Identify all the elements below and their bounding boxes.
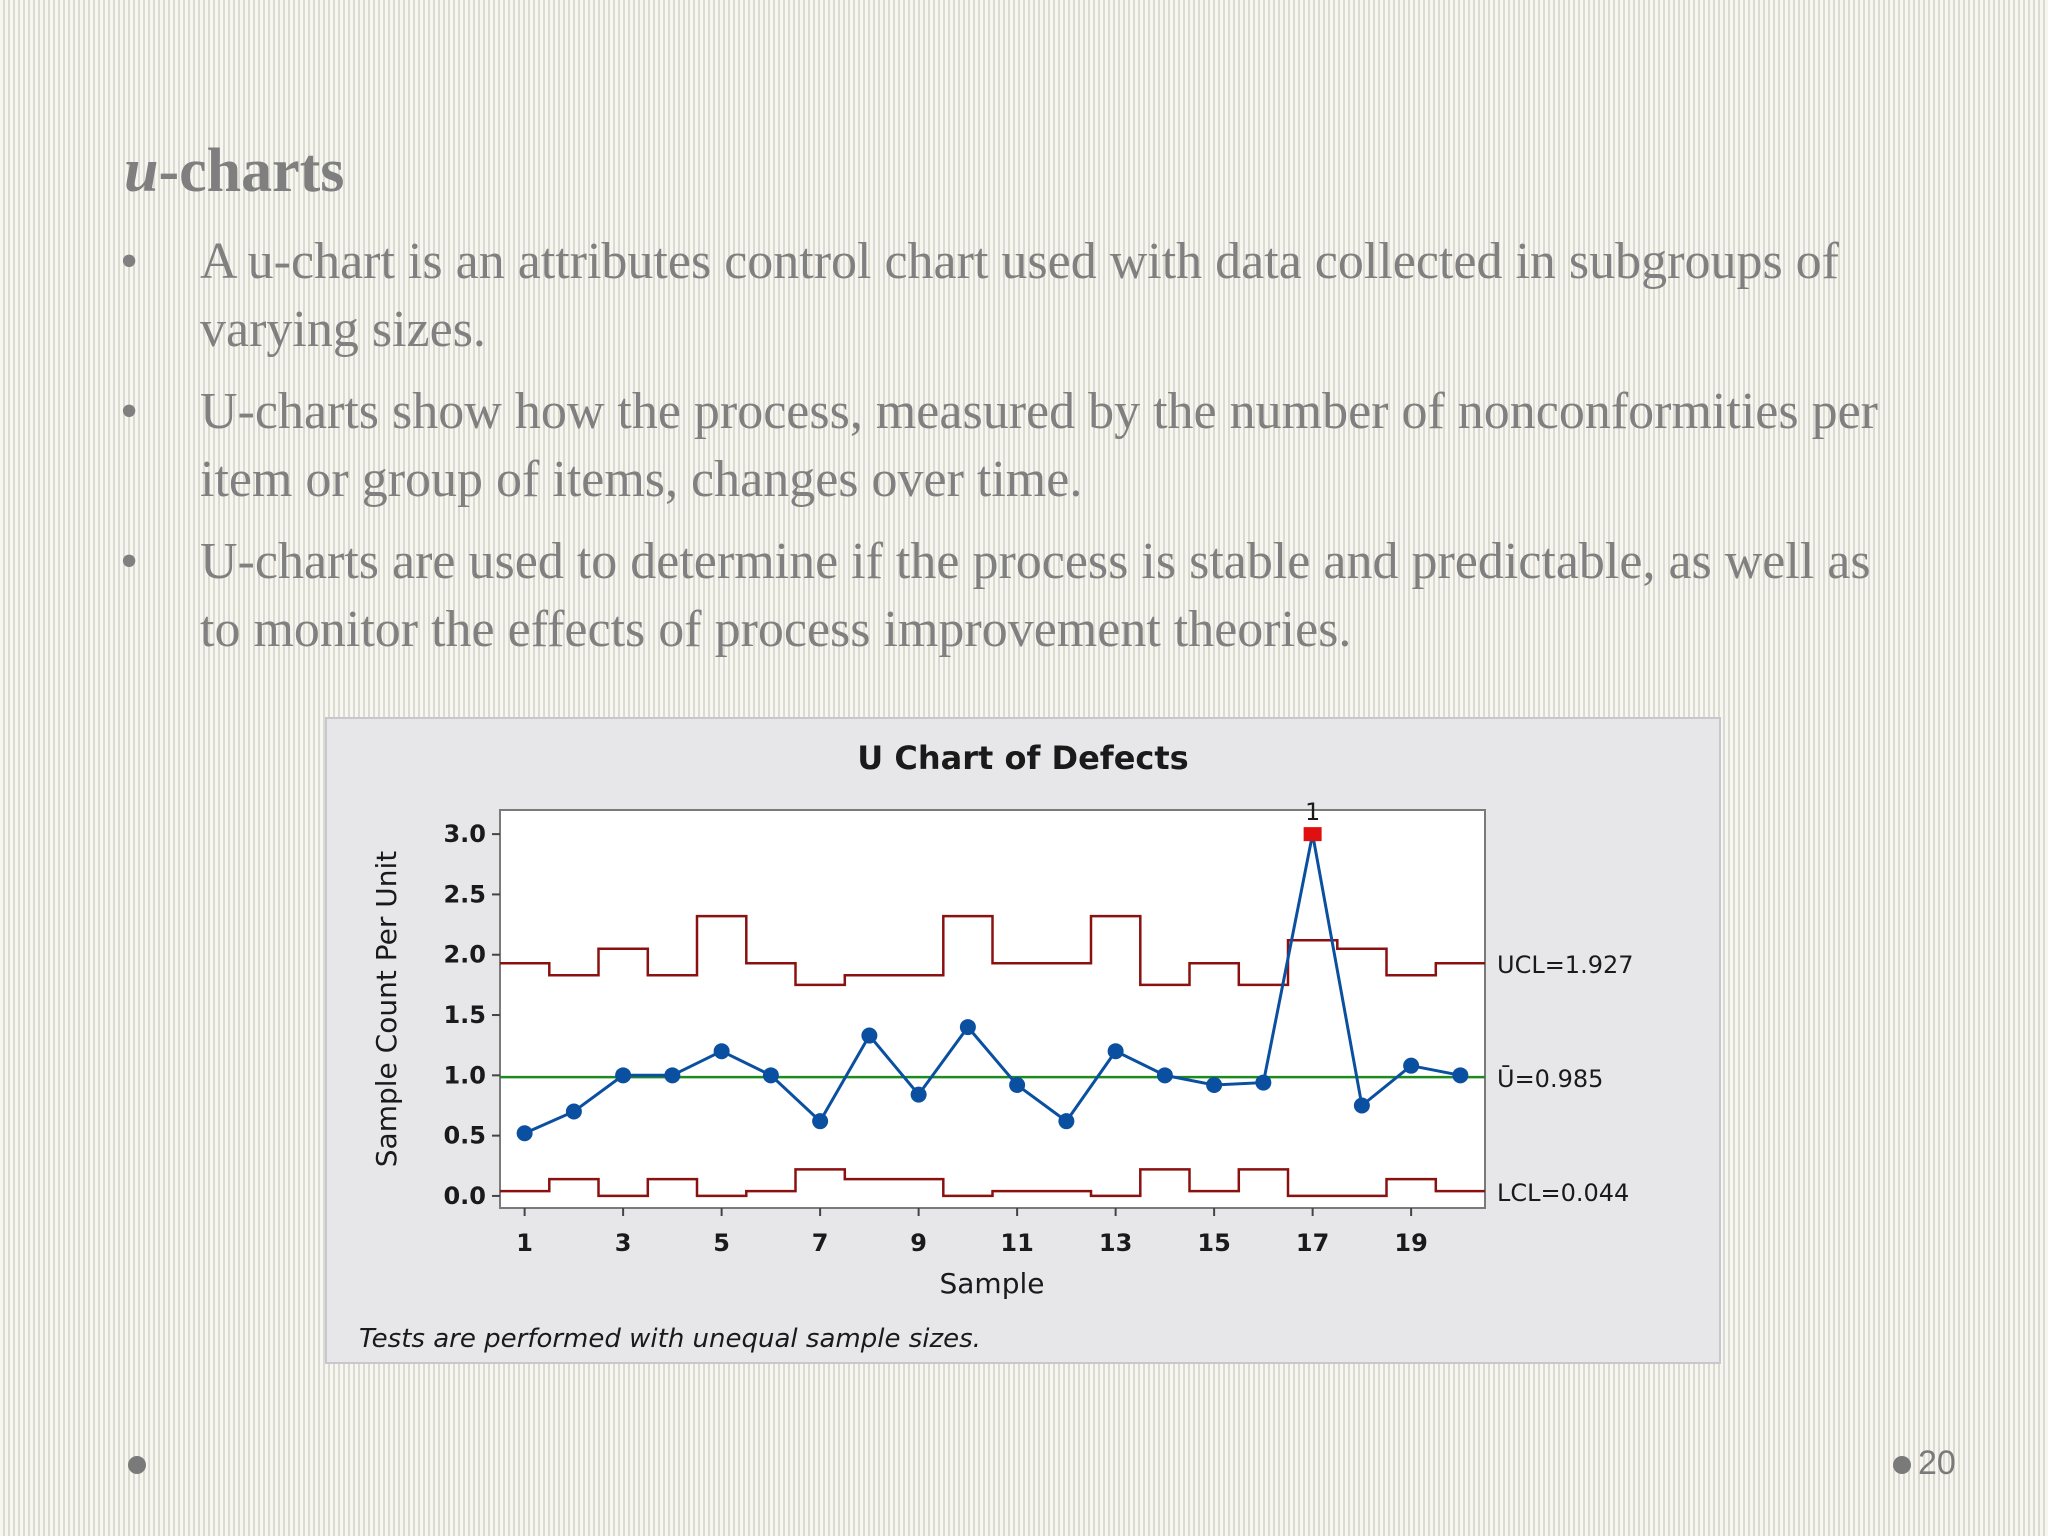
data-point [1156, 1067, 1173, 1084]
out-of-control-point [1303, 827, 1322, 842]
x-tick-label: 7 [812, 1229, 829, 1257]
slide-title-rest: -charts [158, 137, 345, 205]
y-tick-label: 3.0 [443, 820, 486, 848]
y-tick-label: 2.0 [443, 941, 486, 969]
data-point [615, 1067, 632, 1084]
data-point [1058, 1113, 1075, 1130]
bullet-text: U-charts are used to determine if the pr… [200, 533, 1871, 658]
data-point [516, 1125, 533, 1142]
bottom-right-ornament-icon [1893, 1456, 1911, 1474]
bullet-item: • U-charts show how the process, measured… [120, 378, 1900, 514]
chart-frame: U Chart of Defects 0.0 0.5 1.0 1.5 2.0 2.5 3.0 1… [325, 717, 1721, 1364]
data-point [713, 1043, 730, 1060]
data-point [1353, 1097, 1370, 1114]
center-line-label: Ū=0.985 [1497, 1064, 1603, 1093]
data-point [1403, 1057, 1420, 1074]
x-tick-label: 1 [516, 1229, 533, 1257]
y-axis-label: Sample Count Per Unit [370, 851, 403, 1167]
bullet-marker: • [120, 383, 139, 440]
x-tick-label: 15 [1197, 1229, 1230, 1257]
data-point [1255, 1074, 1272, 1091]
lcl-line [500, 1168, 1485, 1198]
x-axis-label: Sample [940, 1267, 1045, 1300]
y-tick-label: 1.0 [443, 1061, 486, 1089]
chart-footnote: Tests are performed with unequal sample … [359, 1324, 981, 1354]
data-point [664, 1067, 681, 1084]
data-point [812, 1113, 829, 1130]
bullet-item: • A u-chart is an attributes control char… [120, 228, 1900, 364]
x-tick-label: 3 [615, 1229, 632, 1257]
x-tick-label: 19 [1394, 1229, 1427, 1257]
bullet-marker: • [120, 233, 139, 290]
chart-title: U Chart of Defects [857, 739, 1188, 777]
bullet-marker: • [120, 533, 139, 590]
x-tick-label: 9 [910, 1229, 927, 1257]
data-point [861, 1027, 878, 1044]
bullet-text: U-charts show how the process, measured … [200, 383, 1878, 508]
y-tick-label: 1.5 [443, 1001, 486, 1029]
out-of-control-label: 1 [1305, 798, 1320, 826]
plot-area [499, 809, 1486, 1209]
slide-title-italic: u [124, 137, 159, 205]
data-point [959, 1019, 976, 1036]
bottom-left-ornament-icon [128, 1456, 146, 1474]
data-point [1009, 1076, 1026, 1093]
bullet-list: • A u-chart is an attributes control char… [120, 228, 1900, 678]
u-chart: U Chart of Defects 0.0 0.5 1.0 1.5 2.0 2.5 3.0 1… [359, 739, 1634, 1354]
bullet-item: • U-charts are used to determine if the p… [120, 528, 1900, 664]
page-number: 20 [1918, 1444, 1956, 1482]
data-point [565, 1103, 582, 1120]
data-point [1107, 1043, 1124, 1060]
data-point [1206, 1076, 1223, 1093]
x-tick-label: 11 [1000, 1229, 1033, 1257]
y-tick-label: 2.5 [443, 880, 486, 908]
data-point [1452, 1067, 1469, 1084]
data-point [762, 1067, 779, 1084]
data-series-line [523, 833, 1461, 1135]
y-tick-label: 0.5 [443, 1122, 486, 1150]
x-tick-label: 17 [1296, 1229, 1329, 1257]
bullet-text: A u-chart is an attributes control chart… [200, 233, 1839, 358]
slide-title: u-charts [124, 136, 344, 207]
ucl-label: UCL=1.927 [1497, 951, 1634, 979]
ucl-line [500, 914, 1485, 987]
x-tick-label: 13 [1099, 1229, 1132, 1257]
x-tick-label: 5 [713, 1229, 730, 1257]
lcl-label: LCL=0.044 [1497, 1179, 1629, 1207]
data-point [910, 1086, 927, 1103]
y-tick-label: 0.0 [443, 1182, 486, 1210]
